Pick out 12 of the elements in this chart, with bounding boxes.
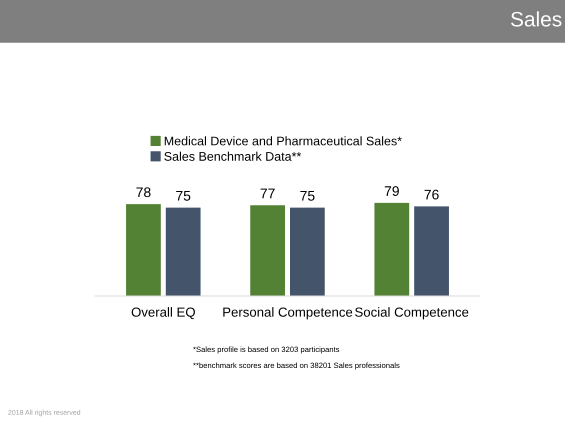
data-label: 75 <box>176 191 190 201</box>
data-label: 78 <box>136 187 151 198</box>
x-tick-label: Social Competence <box>355 307 468 320</box>
legend-label: Medical Device and Pharmaceutical Sales* <box>164 136 402 146</box>
legend-label: Sales Benchmark Data** <box>164 152 302 161</box>
data-label: 75 <box>300 191 315 201</box>
x-tick-label: Personal Competence <box>223 307 352 320</box>
x-tick-label: Overall EQ <box>132 307 195 320</box>
data-label: 79 <box>384 186 399 196</box>
text: Sales <box>511 11 562 27</box>
data-label: 77 <box>260 188 275 198</box>
data-label: 76 <box>424 190 439 200</box>
